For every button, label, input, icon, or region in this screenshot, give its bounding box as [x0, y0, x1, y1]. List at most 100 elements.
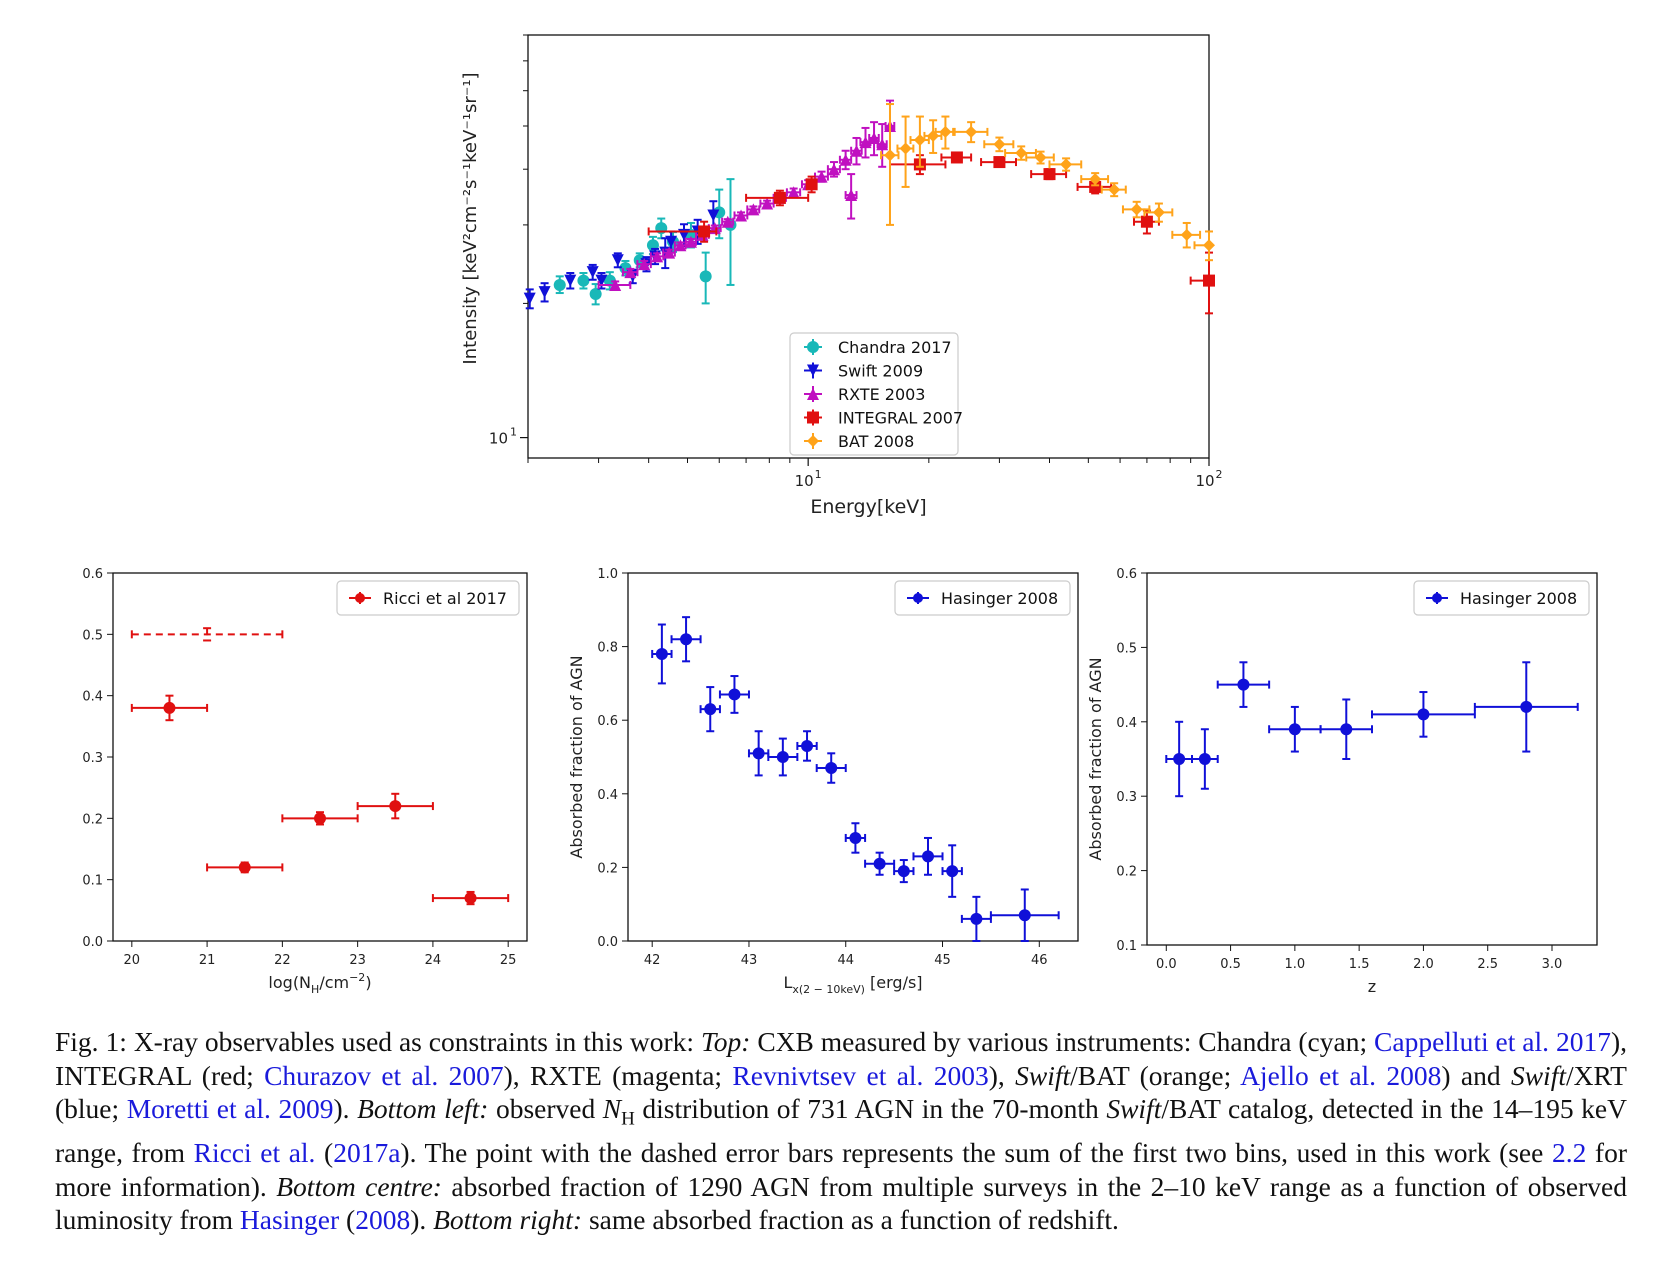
bat-2008-point: [899, 142, 912, 155]
x-axis-label: Energy[keV]: [810, 496, 926, 518]
y-tick-label: 0.5: [82, 628, 103, 643]
swift-2009-point: [595, 274, 608, 287]
bat-2008-point: [1152, 206, 1165, 219]
y-tick-label: 0.8: [597, 641, 618, 656]
x-tick-label: 23: [349, 953, 366, 968]
x-axis-label-part: x(2 − 10keV): [792, 983, 865, 996]
integral-2007-point: [1140, 215, 1153, 228]
caption-text: distribution of 731 AGN in the 70-month: [634, 1093, 1107, 1124]
caption-text: (: [339, 1204, 356, 1235]
y-tick-label: 0.2: [82, 812, 103, 827]
citation-link-revnivtsev[interactable]: Revnivtsev et al. 2003: [732, 1059, 989, 1091]
legend-item-chandra-2017-marker: [807, 341, 819, 353]
x-tick-exponent: 2: [1216, 468, 1223, 481]
bat-2008-point: [993, 138, 1006, 151]
rxte-2003-point: [663, 246, 676, 259]
ricci-et-al-2017-point: [464, 892, 477, 905]
x-tick-exponent: 1: [815, 468, 822, 481]
ricci-et-al-2017-point: [314, 812, 326, 825]
citation-link-hasinger[interactable]: Hasinger: [239, 1204, 340, 1235]
citation-link-ricci-year[interactable]: 2017a: [333, 1137, 401, 1168]
caption-text: (: [315, 1137, 334, 1168]
y-tick-label: 0.3: [82, 751, 103, 766]
hasinger-2008-point: [1417, 708, 1430, 721]
bat-2008-point: [1089, 173, 1102, 186]
y-tick-label: 0.0: [597, 935, 618, 950]
section-link-2-2[interactable]: 2.2: [1551, 1137, 1587, 1168]
caption-top-label: Top:: [700, 1026, 751, 1057]
chandra-2017-point: [577, 274, 590, 287]
hasinger-2008-point: [873, 857, 886, 870]
hasinger-2008-point: [1340, 723, 1353, 736]
caption-swift: Swift: [1015, 1059, 1071, 1091]
y-tick-label: 10: [489, 430, 508, 448]
rxte-2003-point: [721, 215, 734, 228]
hasinger-2008-point: [1198, 753, 1211, 765]
y-tick-exponent: 1: [510, 426, 517, 439]
caption-bottom-left-label: Bottom left:: [357, 1093, 489, 1124]
caption-bottom-right-label: Bottom right:: [433, 1204, 583, 1235]
legend-item-bat-2008-label: BAT 2008: [838, 432, 914, 451]
caption-text: ) and: [1441, 1059, 1511, 1091]
bat-2008-point: [883, 149, 896, 162]
hasinger-2008-point: [825, 762, 838, 775]
legend-box: [1413, 580, 1590, 616]
caption-text: ), INTEGRAL (red;: [55, 1026, 1627, 1091]
y-tick-label: 0.0: [82, 935, 103, 950]
citation-link-cappelluti[interactable]: Cappelluti et al. 2017: [1374, 1026, 1611, 1057]
x-axis-label-part: [erg/s]: [865, 973, 923, 992]
citation-link-moretti[interactable]: Moretti et al. 2009: [126, 1093, 334, 1124]
citation-link-ajello[interactable]: Ajello et al. 2008: [1240, 1059, 1442, 1091]
x-tick-label: 2.0: [1413, 957, 1434, 972]
chandra-2017-point: [553, 278, 566, 291]
ricci-et-al-2017-point: [238, 861, 251, 874]
rxte-2003-point: [850, 144, 863, 157]
caption-text: /XRT (blue;: [55, 1059, 1627, 1125]
y-tick-label: 0.4: [82, 690, 103, 705]
rxte-2003-point: [787, 186, 800, 199]
x-tick-label: 42: [644, 953, 661, 968]
hasinger-2008-point: [776, 751, 789, 763]
citation-link-churazov[interactable]: Churazov et al. 2007: [264, 1059, 504, 1091]
hasinger-2008-point: [728, 688, 741, 701]
integral-2007-point: [773, 191, 786, 204]
integral-2007-point: [1089, 180, 1102, 193]
legend-item-ricci-et-al-2017-marker: [355, 593, 365, 603]
caption-text: CXB measured by various instruments: Cha…: [750, 1026, 1375, 1057]
x-tick-label: 1.5: [1349, 957, 1370, 972]
hasinger-2008-point: [849, 831, 862, 844]
bat-2008-point: [1060, 158, 1073, 171]
caption-text: ), RXTE (magenta;: [503, 1059, 733, 1091]
x-tick-label: 45: [934, 953, 951, 968]
hasinger-2008-point: [1520, 700, 1533, 713]
x-axis-label-part: H: [311, 983, 319, 996]
bat-2008-point: [1130, 203, 1143, 216]
caption-nh-subscript: H: [621, 1108, 635, 1130]
x-axis-label-part: ): [365, 973, 371, 992]
x-tick-label: 10: [1195, 472, 1214, 490]
x-tick-label: 0.5: [1220, 957, 1241, 972]
y-tick-label: 0.6: [82, 567, 103, 582]
ricci-et-al-2017-point: [389, 800, 402, 813]
integral-2007-point: [950, 151, 963, 164]
hasinger-2008-point: [922, 850, 934, 863]
caption-swift: Swift: [1106, 1093, 1162, 1124]
x-tick-label: 10: [795, 472, 814, 490]
x-axis-label: log(NH/cm−2): [268, 971, 371, 996]
rxte-2003-point: [828, 163, 841, 176]
y-axis-label: Absorbed fraction of AGN: [567, 655, 586, 858]
hasinger-2008-point: [1237, 678, 1250, 691]
x-tick-label: 1.0: [1285, 957, 1306, 972]
citation-link-ricci[interactable]: Ricci et al.: [193, 1137, 316, 1168]
plot-frame: [1146, 572, 1598, 946]
swift-2009-point: [586, 266, 599, 279]
x-axis-label-part: L: [783, 973, 792, 992]
caption-text: same absorbed fraction as a function of …: [582, 1204, 1119, 1235]
x-axis-label-part: /cm: [319, 973, 349, 992]
caption-text: ). The point with the dashed error bars …: [400, 1137, 1552, 1168]
x-tick-label: 21: [199, 953, 216, 968]
hasinger-2008-point: [1288, 723, 1301, 736]
citation-link-hasinger-year[interactable]: 2008: [355, 1204, 411, 1235]
caption-bottom-centre-label: Bottom centre:: [276, 1170, 442, 1202]
x-tick-label: 25: [500, 953, 517, 968]
